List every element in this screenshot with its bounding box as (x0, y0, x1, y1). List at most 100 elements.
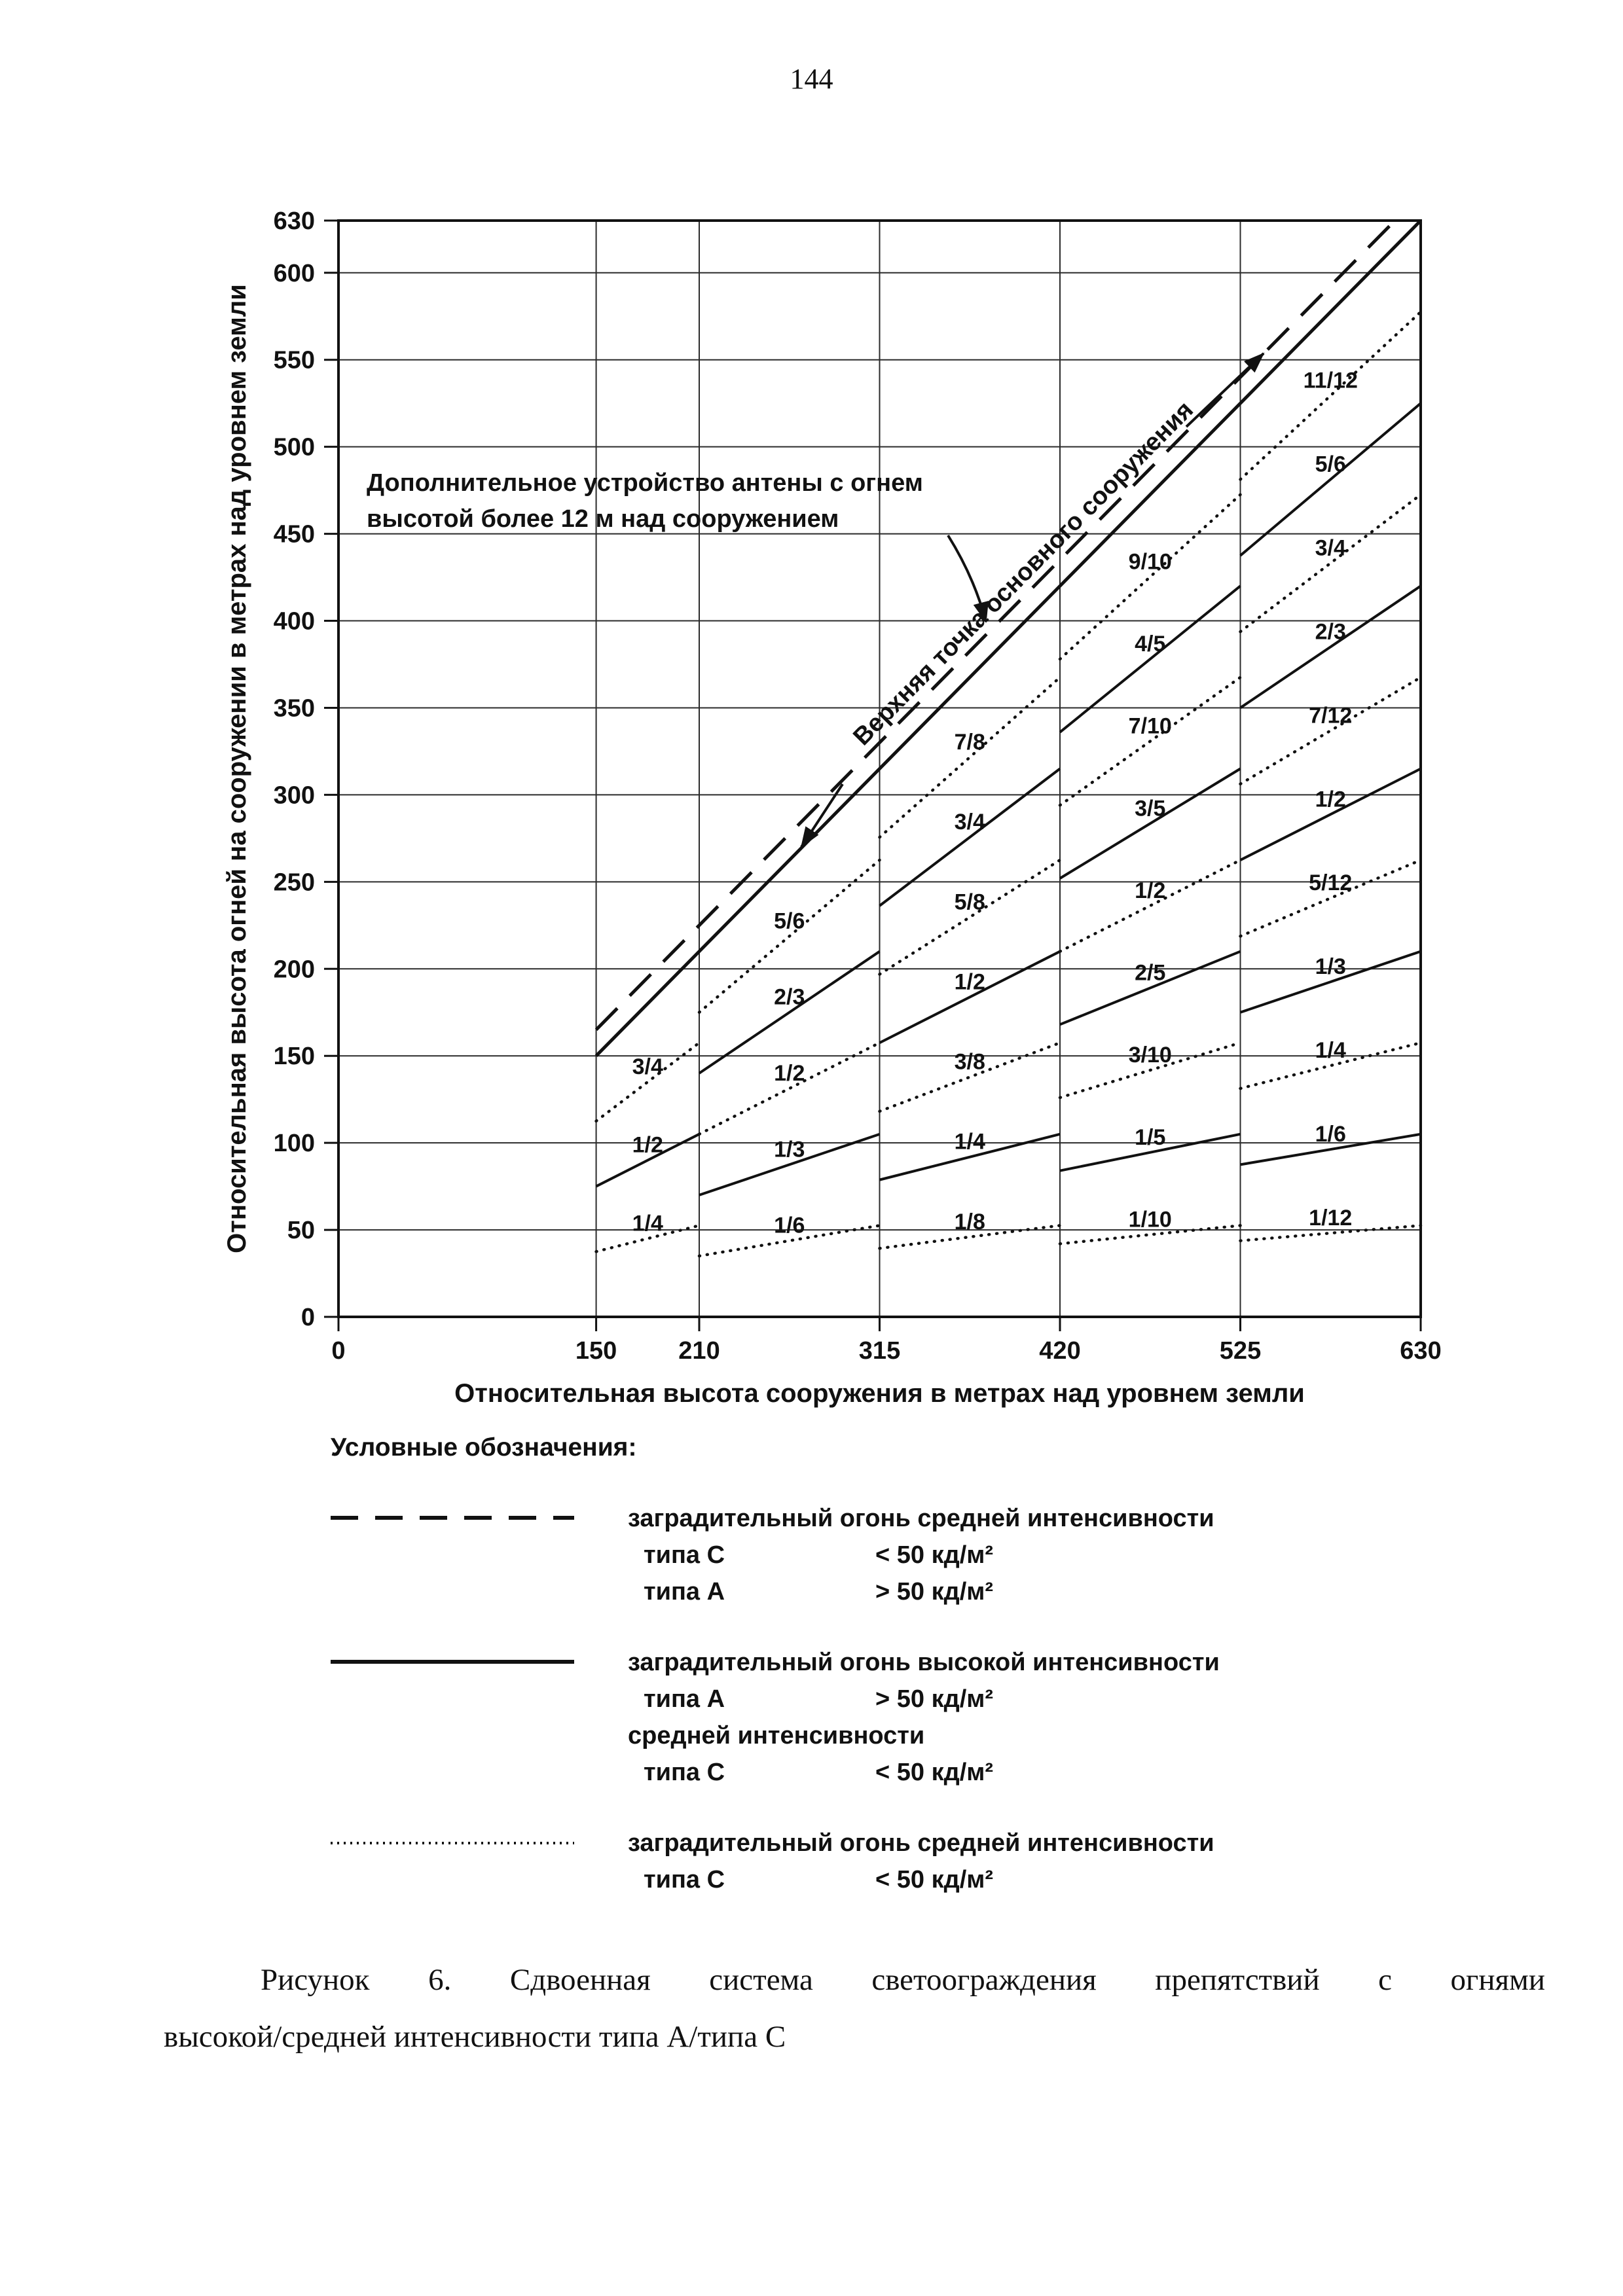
legend: Условные обозначения: заградительный ого… (331, 1433, 1378, 1932)
x-axis-tick-label: 210 (678, 1337, 720, 1365)
legend-row: типа С < 50 кд/м² (628, 1754, 1220, 1791)
y-axis-tick-label: 450 (274, 521, 315, 548)
light-level-line (1239, 675, 1423, 786)
y-axis-tick-label: 300 (274, 781, 315, 809)
light-level-fraction-label: 1/2 (632, 1133, 663, 1158)
legend-row-label: заградительный огонь высокой интенсивнос… (628, 1649, 1220, 1676)
legend-row-value: > 50 кд/м² (875, 1685, 994, 1713)
legend-row-label: типа С (644, 1866, 725, 1893)
antenna-annotation-line: высотой более 12 м над сооружением (367, 505, 839, 533)
legend-row: средней интенсивности (628, 1717, 1220, 1754)
light-level-line (1239, 1224, 1423, 1242)
light-level-line (878, 675, 1062, 839)
legend-row-label: типа С (644, 1541, 725, 1569)
light-level-line (699, 1132, 881, 1196)
legend-row: типа А > 50 кд/м² (628, 1681, 1220, 1717)
legend-entry: заградительный огонь высокой интенсивнос… (331, 1644, 1378, 1791)
legend-entry: заградительный огонь средней интенсивнос… (331, 1500, 1378, 1610)
light-level-line (1239, 402, 1422, 557)
light-level-fraction-label: 1/2 (1135, 878, 1165, 903)
legend-line-sample-solid (331, 1660, 574, 1664)
legend-line-sample-dotted (331, 1842, 574, 1844)
light-level-line (878, 1224, 1062, 1250)
light-level-fraction-label: 1/3 (1315, 954, 1346, 979)
legend-row-label: типа А (644, 1578, 725, 1605)
structure-top-line (594, 219, 1422, 1057)
legend-entry-text: заградительный огонь средней интенсивнос… (628, 1825, 1214, 1898)
y-axis-title: Относительная высота огней на сооружении… (223, 284, 251, 1253)
light-level-line (878, 858, 1062, 976)
antenna-top-line (594, 219, 1396, 1031)
legend-entry-text: заградительный огонь высокой интенсивнос… (628, 1644, 1220, 1791)
x-axis-tick-label: 150 (575, 1337, 617, 1365)
light-level-fraction-label: 5/8 (955, 889, 985, 914)
light-level-line (1058, 1224, 1242, 1246)
legend-row-value: > 50 кд/м² (875, 1578, 994, 1605)
light-level-fraction-label: 3/4 (1315, 535, 1346, 560)
light-level-line (1059, 1132, 1241, 1172)
light-level-fraction-label: 5/12 (1309, 870, 1352, 895)
x-axis-tick-label: 0 (331, 1337, 345, 1365)
light-level-line (1239, 1041, 1423, 1090)
light-level-fraction-label: 1/12 (1309, 1206, 1352, 1230)
light-level-line (1239, 858, 1423, 938)
light-level-line (1239, 767, 1421, 861)
obstacle-lighting-chart: 0 50 100 150 200 250 300 350 400 450 500 550 600 630 0… (223, 207, 1442, 1408)
x-axis-tick-label: 420 (1039, 1337, 1080, 1365)
light-level-line (879, 950, 1061, 1045)
legend-row-label: заградительный огонь средней интенсивнос… (628, 1505, 1214, 1532)
x-axis-tick-label: 315 (859, 1337, 900, 1365)
page-number: 144 (790, 63, 833, 95)
light-level-line (1058, 858, 1242, 953)
y-axis-tick-label: 350 (274, 694, 315, 722)
figure-caption-line2: высокой/средней интенсивности типа А/тип… (164, 2020, 786, 2054)
light-level-line (1239, 310, 1423, 481)
light-level-fraction-label: 1/2 (774, 1061, 805, 1086)
legend-row: заградительный огонь высокой интенсивнос… (628, 1644, 1220, 1681)
light-level-fraction-label: 2/3 (774, 985, 805, 1010)
light-level-line (594, 1041, 701, 1123)
light-level-line (1058, 1041, 1242, 1100)
light-level-line (595, 1133, 700, 1188)
light-level-fraction-label: 3/8 (955, 1050, 985, 1075)
figure-caption-line1: Рисунок 6. Сдвоенная система светоогражд… (261, 1963, 1545, 1997)
legend-row: типа А > 50 кд/м² (628, 1573, 1214, 1610)
figure-caption: Рисунок 6. Сдвоенная система светоогражд… (164, 1960, 1545, 2054)
legend-row: типа С < 50 кд/м² (628, 1537, 1214, 1573)
light-level-line (1240, 1132, 1421, 1166)
legend-row-value: < 50 кд/м² (875, 1759, 994, 1786)
light-level-line (1058, 675, 1242, 807)
light-level-line (1059, 584, 1241, 734)
legend-row-label: типа А (644, 1685, 725, 1713)
light-level-line (1239, 584, 1422, 709)
light-level-fraction-label: 9/10 (1129, 549, 1172, 574)
light-level-line (594, 1224, 701, 1253)
light-level-line (697, 1041, 881, 1136)
legend-row-value: < 50 кд/м² (875, 1866, 994, 1893)
light-level-fraction-label: 1/3 (774, 1137, 805, 1162)
y-axis-tick-label: 550 (274, 347, 315, 374)
structure-top-arrow-lower (800, 783, 844, 848)
light-level-line (879, 767, 1061, 907)
light-level-line (697, 858, 881, 1014)
legend-entries: заградительный огонь средней интенсивнос… (331, 1500, 1378, 1898)
legend-row-label: типа С (644, 1759, 725, 1786)
light-level-fraction-label: 1/2 (955, 969, 985, 994)
y-axis-tick-label: 200 (274, 956, 315, 983)
x-axis-tick-label: 525 (1220, 1337, 1261, 1365)
light-level-fraction-label: 1/6 (774, 1213, 805, 1238)
light-level-fraction-label: 1/4 (955, 1130, 985, 1155)
x-axis-title: Относительная высота сооружения в метрах… (454, 1379, 1305, 1408)
light-level-line (698, 950, 881, 1075)
light-level-fraction-label: 1/4 (1315, 1038, 1346, 1063)
legend-row-value: < 50 кд/м² (875, 1541, 994, 1569)
light-level-fraction-label: 11/12 (1304, 368, 1358, 393)
legend-row-label: средней интенсивности (628, 1722, 925, 1749)
light-level-line (1058, 493, 1242, 661)
light-level-line (1059, 950, 1241, 1026)
y-axis-tick-label: 600 (274, 260, 315, 287)
light-level-fraction-label: 3/10 (1129, 1043, 1172, 1067)
light-level-line (1239, 493, 1423, 634)
light-level-fraction-label: 1/10 (1129, 1207, 1172, 1232)
light-level-fraction-label: 4/5 (1135, 632, 1165, 656)
